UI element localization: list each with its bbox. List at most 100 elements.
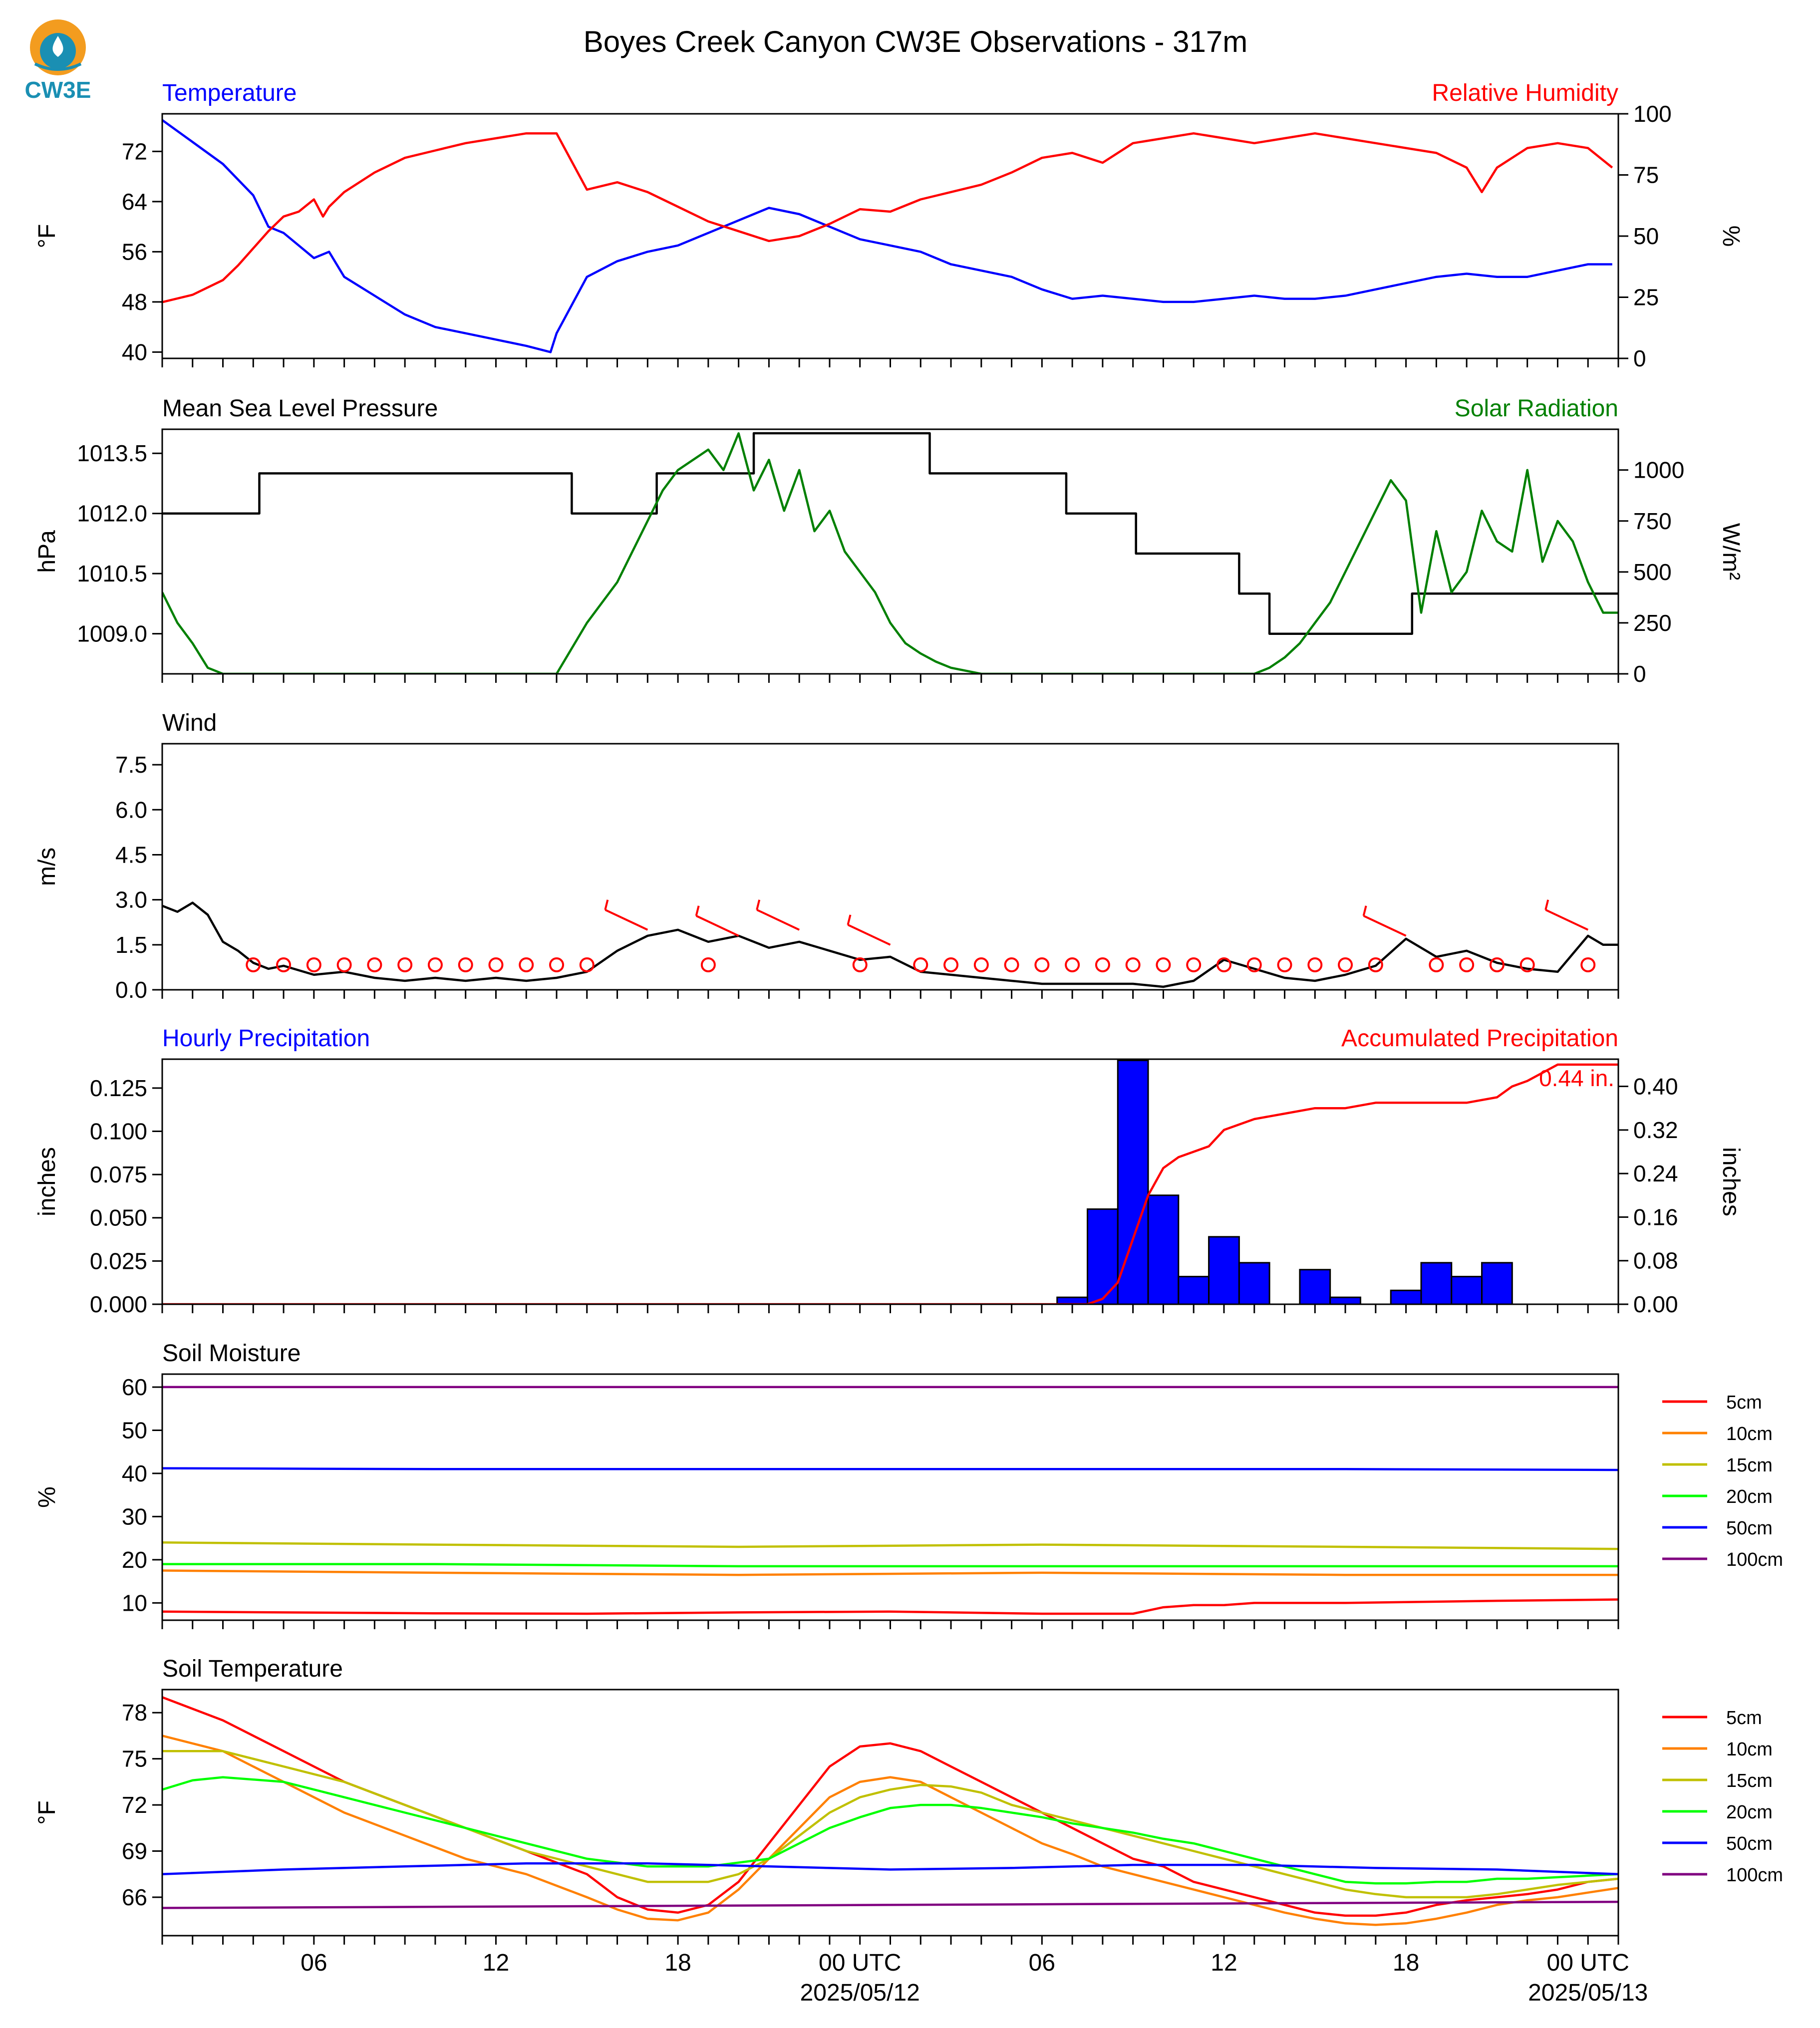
series-line-0	[162, 119, 1612, 353]
y-tick-label: 7.5	[115, 752, 147, 778]
y-tick-label: 1009.0	[77, 621, 147, 647]
cw3e-logo: CW3E	[25, 19, 91, 103]
plot-area	[162, 119, 1613, 353]
calm-wind-circle	[1489, 957, 1505, 972]
panel-frame	[161, 743, 1619, 991]
y-tick-label-right: 500	[1633, 559, 1672, 585]
calm-wind-circle	[1095, 957, 1110, 972]
y-tick-label: 0.100	[90, 1118, 147, 1144]
x-tick-label: 12	[1211, 1950, 1237, 1976]
wind-barb-shaft	[847, 924, 891, 946]
y-tick-label: 1012.0	[77, 501, 147, 527]
calm-wind-circle	[1034, 957, 1050, 972]
series-line-15cm	[162, 1541, 1618, 1550]
y-tick-label-right: 50	[1633, 223, 1659, 249]
plot-area	[162, 899, 1618, 988]
precip-bar	[1147, 1194, 1180, 1304]
y-tick-label-right: 0.08	[1633, 1248, 1678, 1274]
figure-title: Boyes Creek Canyon CW3E Observations - 3…	[584, 25, 1248, 58]
series-line-10cm	[162, 1569, 1618, 1576]
panel-title-left: Mean Sea Level Pressure	[162, 395, 438, 422]
panel-title-right: Solar Radiation	[1455, 395, 1618, 422]
y-tick-label-right: 750	[1633, 508, 1672, 534]
y-axis-label-right: %	[1718, 226, 1744, 247]
y-tick-label: 69	[122, 1838, 147, 1864]
y-tick-label-right: 25	[1633, 285, 1659, 310]
calm-wind-circle	[1338, 957, 1353, 972]
legend-label: 10cm	[1726, 1739, 1773, 1760]
y-tick-label: 20	[122, 1547, 147, 1573]
wind-barb-flag	[1544, 899, 1549, 910]
y-tick-label: 4.5	[115, 842, 147, 868]
legend-label: 10cm	[1726, 1424, 1773, 1445]
time-axis-labels: 06 12 18 00 UTC 2025/05/12 06 12 18 00 UTC 2025/0…	[301, 1950, 1648, 2006]
panel-frame	[161, 1373, 1619, 1621]
series-line-0	[162, 432, 1618, 635]
series-line-20cm	[162, 1563, 1618, 1568]
legend-label: 50cm	[1726, 1833, 1773, 1854]
y-tick-label: 60	[122, 1374, 147, 1400]
legend-label: 15cm	[1726, 1770, 1773, 1791]
y-tick-label-right: 75	[1633, 162, 1659, 188]
calm-wind-circle	[852, 957, 868, 972]
precip-bar	[1238, 1262, 1270, 1304]
calm-wind-circle	[427, 957, 443, 972]
y-tick-label: 30	[122, 1503, 147, 1529]
series-line-5cm	[162, 1598, 1618, 1615]
y-tick-label: 75	[122, 1746, 147, 1772]
calm-wind-circle	[1580, 957, 1596, 972]
y-tick-label-right: 0	[1633, 661, 1646, 687]
y-tick-label: 64	[122, 189, 147, 215]
precip-bar	[1420, 1262, 1453, 1304]
y-tick-label-right: 0.16	[1633, 1204, 1678, 1230]
plot-area	[162, 1386, 1618, 1615]
y-axis-label-right: inches	[1718, 1147, 1744, 1216]
precip-bar	[1451, 1276, 1483, 1304]
x-tick-label: 06	[301, 1950, 327, 1976]
x-tick-date: 2025/05/12	[800, 1980, 920, 2006]
calm-wind-circle	[1216, 957, 1231, 972]
panel-frame	[161, 428, 1619, 675]
calm-wind-circle	[397, 957, 413, 972]
panel-frame	[161, 113, 1619, 359]
series-line-100cm	[162, 1900, 1618, 1909]
calm-wind-circle	[1277, 957, 1292, 972]
precip-bar	[1178, 1276, 1210, 1304]
panel-title-right: Accumulated Precipitation	[1341, 1025, 1618, 1052]
y-tick-label-right: 1000	[1633, 457, 1684, 483]
calm-wind-circle	[943, 957, 959, 972]
legend-label: 5cm	[1726, 1708, 1762, 1729]
plot-area	[162, 1059, 1618, 1304]
panel-title-left: Hourly Precipitation	[162, 1025, 370, 1052]
precip-bar	[1117, 1059, 1149, 1304]
calm-wind-circle	[458, 957, 473, 972]
y-tick-label: 1013.5	[77, 440, 147, 466]
wind-barb-shaft	[605, 908, 648, 931]
wind-barb-flag	[847, 914, 852, 925]
y-tick-label: 66	[122, 1884, 147, 1910]
y-tick-label-right: 0.32	[1633, 1117, 1678, 1143]
calm-wind-circle	[700, 957, 716, 972]
y-tick-label: 72	[122, 1792, 147, 1818]
legend-label: 15cm	[1726, 1455, 1773, 1476]
y-tick-label: 0.000	[90, 1291, 147, 1317]
y-tick-label: 1.5	[115, 932, 147, 958]
series-line-20cm	[162, 1776, 1618, 1885]
panel-title-left: Soil Moisture	[162, 1340, 301, 1367]
legend-label: 20cm	[1726, 1486, 1773, 1507]
wind-barb-flag	[756, 899, 761, 910]
y-axis-label: hPa	[34, 530, 60, 573]
legend-label: 100cm	[1726, 1865, 1783, 1886]
x-tick-label: 18	[1393, 1950, 1419, 1976]
calm-wind-circle	[1429, 957, 1444, 972]
calm-wind-circle	[579, 957, 595, 972]
precip-bar	[1481, 1262, 1513, 1304]
calm-wind-circle	[367, 957, 382, 972]
x-tick-label: 06	[1029, 1950, 1055, 1976]
y-axis-label: %	[34, 1486, 60, 1508]
wind-barb-shaft	[756, 908, 800, 931]
calm-wind-circle	[1004, 957, 1019, 972]
accumulated-total-label: 0.44 in.	[1539, 1065, 1614, 1091]
x-tick-date: 2025/05/13	[1528, 1980, 1648, 2006]
calm-wind-circle	[1246, 957, 1262, 972]
